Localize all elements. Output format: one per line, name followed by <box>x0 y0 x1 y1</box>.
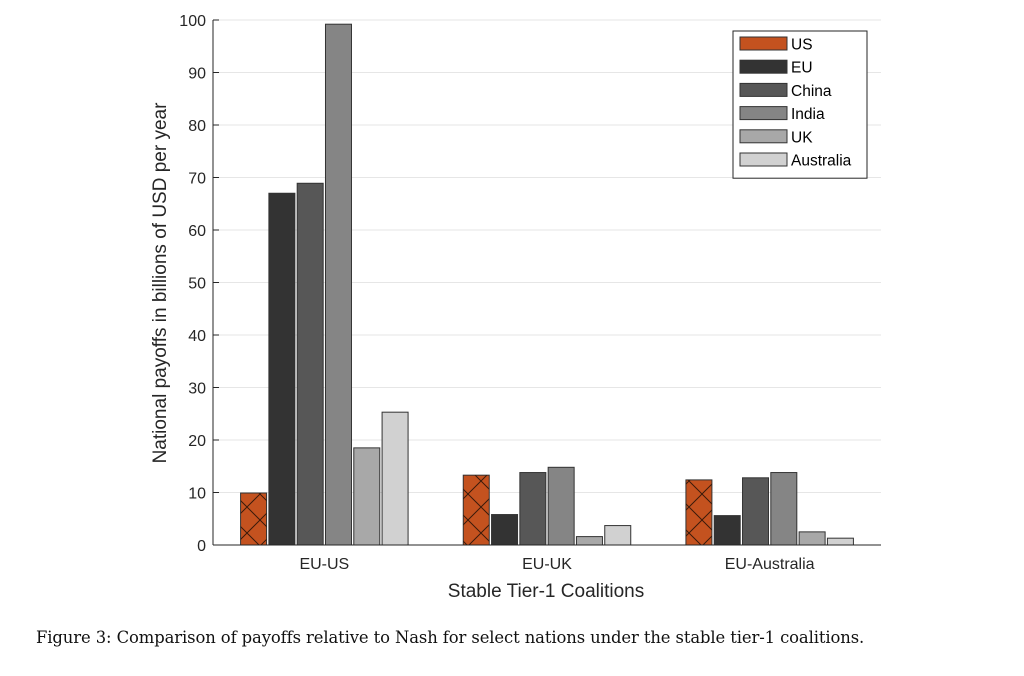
bar-eu-uk-india <box>547 466 575 546</box>
bar-chart: 0 10 20 30 40 50 60 70 80 90 100 EU-US EU-UK EU-Aust… <box>150 13 881 602</box>
y-tick-label-60: 60 <box>188 223 206 240</box>
legend-swatch-australia <box>739 152 788 167</box>
legend-label-us: US <box>791 37 813 54</box>
y-axis-label: National payoffs in billions of USD per … <box>150 102 171 464</box>
bar-eu-uk-eu <box>491 514 519 546</box>
legend-label-eu: EU <box>791 60 813 77</box>
y-tick-label-90: 90 <box>188 66 206 83</box>
legend-label-uk: UK <box>791 129 813 146</box>
legend-swatch-india <box>739 106 788 121</box>
bars <box>240 23 854 546</box>
legend-swatch-uk <box>739 129 788 144</box>
bar-eu-australia-india <box>770 472 798 546</box>
bar-eu-australia-australia <box>826 537 854 546</box>
y-tick-label-30: 30 <box>188 381 206 398</box>
legend-label-india: India <box>791 106 825 123</box>
x-tick-label-eu-australia: EU-Australia <box>725 556 815 573</box>
legend-swatch-china <box>739 82 788 97</box>
y-tick-label-40: 40 <box>188 328 206 345</box>
legend: US EU China India UK Australia <box>732 30 868 179</box>
legend-swatch-eu <box>739 59 788 74</box>
bar-eu-australia-uk <box>798 531 826 546</box>
bar-eu-australia-china <box>742 477 770 546</box>
legend-label-china: China <box>791 83 832 100</box>
bar-eu-us-us-hatch <box>240 493 267 545</box>
bar-eu-us-india <box>324 23 352 546</box>
bar-eu-uk-australia <box>604 525 632 546</box>
x-tick-label-eu-us: EU-US <box>299 556 349 573</box>
bar-eu-australia-eu <box>713 515 741 546</box>
y-tick-label-20: 20 <box>188 433 206 450</box>
x-axis-label: Stable Tier-1 Coalitions <box>448 581 644 602</box>
bar-eu-uk-us-hatch <box>463 475 490 545</box>
legend-label-australia: Australia <box>791 153 852 170</box>
y-tick-label-100: 100 <box>179 13 206 30</box>
bar-eu-us-eu <box>268 192 296 546</box>
bar-eu-us-australia <box>381 411 409 546</box>
bar-eu-us-uk <box>353 447 381 546</box>
y-tick-labels: 0 10 20 30 40 50 60 70 80 90 100 <box>179 13 206 555</box>
y-tick-label-80: 80 <box>188 118 206 135</box>
x-tick-label-eu-uk: EU-UK <box>522 556 572 573</box>
bar-eu-us-china <box>296 182 324 546</box>
x-tick-labels: EU-US EU-UK EU-Australia <box>299 556 814 573</box>
bar-eu-australia-us-hatch <box>685 479 712 545</box>
y-tick-label-0: 0 <box>197 538 206 555</box>
axes <box>212 19 881 546</box>
grid-lines <box>213 19 881 493</box>
y-tick-label-50: 50 <box>188 276 206 293</box>
bar-eu-uk-china <box>519 472 547 546</box>
y-tick-label-70: 70 <box>188 171 206 188</box>
y-tick-label-10: 10 <box>188 486 206 503</box>
bar-eu-uk-uk <box>575 536 603 546</box>
figure-caption: Figure 3: Comparison of payoffs relative… <box>36 628 865 647</box>
legend-swatch-us <box>739 36 788 51</box>
